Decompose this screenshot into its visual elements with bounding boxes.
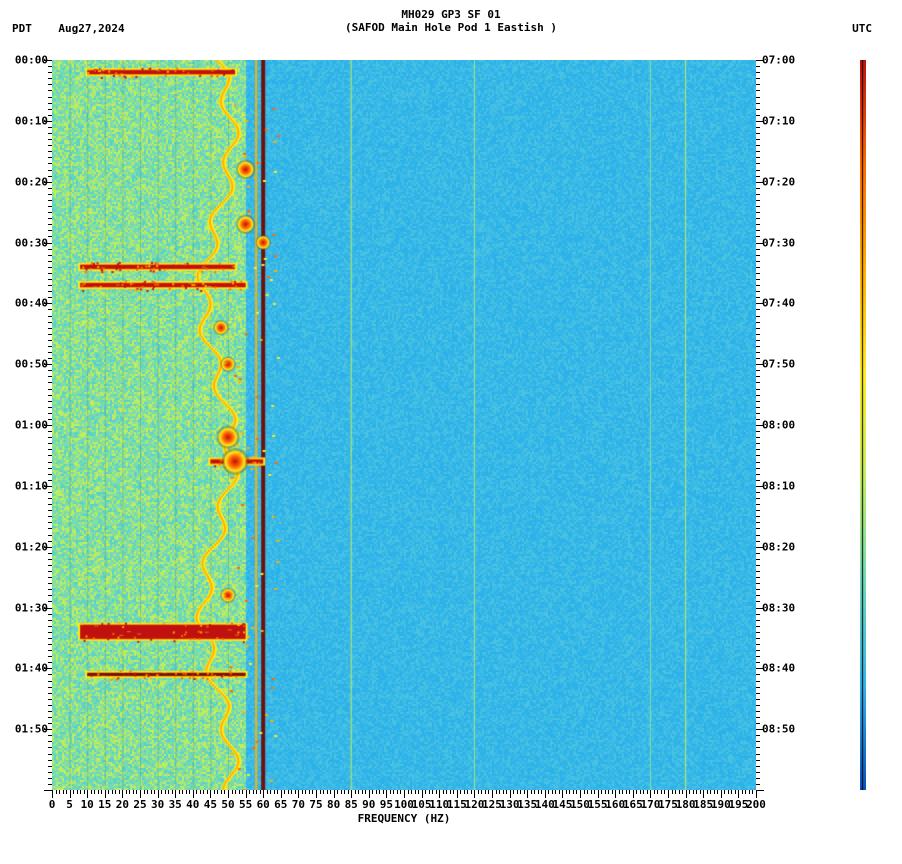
y-left-tick-label: 00:50 (0, 358, 48, 371)
x-tick-label: 40 (186, 798, 199, 811)
y-left-tick-label: 00:10 (0, 114, 48, 127)
title-main: MH029 GP3 SF 01 (0, 8, 902, 21)
y-left-tick-label: 00:30 (0, 236, 48, 249)
y-right-tick-label: 07:50 (762, 358, 810, 371)
x-tick-label: 25 (133, 798, 146, 811)
y-left-tick-label: 01:30 (0, 601, 48, 614)
spectrogram-figure: MH029 GP3 SF 01 (SAFOD Main Hole Pod 1 E… (0, 0, 902, 864)
tz-left-block: PDT Aug27,2024 (12, 22, 125, 35)
x-tick-label: 20 (116, 798, 129, 811)
x-tick-label: 0 (49, 798, 56, 811)
x-tick-label: 200 (746, 798, 766, 811)
y-right-tick-label: 08:40 (762, 662, 810, 675)
title-sub: (SAFOD Main Hole Pod 1 Eastish ) (0, 21, 902, 34)
y-right-tick-label: 07:30 (762, 236, 810, 249)
x-tick-label: 55 (239, 798, 252, 811)
x-axis-ticks: 0510152025303540455055606570758085909510… (52, 792, 756, 812)
x-tick-label: 10 (81, 798, 94, 811)
x-tick-label: 60 (257, 798, 270, 811)
x-tick-label: 35 (169, 798, 182, 811)
y-axis-right: 07:0007:1007:2007:3007:4007:5008:0008:10… (758, 60, 808, 790)
x-tick-label: 75 (309, 798, 322, 811)
x-tick-label: 95 (380, 798, 393, 811)
x-tick-label: 5 (66, 798, 73, 811)
x-tick-label: 80 (327, 798, 340, 811)
y-left-tick-label: 01:10 (0, 479, 48, 492)
x-tick-label: 70 (292, 798, 305, 811)
x-tick-label: 85 (345, 798, 358, 811)
y-left-tick-label: 01:00 (0, 419, 48, 432)
y-left-tick-label: 01:20 (0, 540, 48, 553)
colorbar (860, 60, 866, 790)
plot-area (52, 60, 756, 790)
y-right-tick-label: 07:20 (762, 175, 810, 188)
header: MH029 GP3 SF 01 (SAFOD Main Hole Pod 1 E… (0, 8, 902, 34)
y-left-tick-label: 01:50 (0, 723, 48, 736)
y-right-tick-label: 08:30 (762, 601, 810, 614)
y-left-tick-label: 00:20 (0, 175, 48, 188)
x-axis-label: FREQUENCY (HZ) (52, 812, 756, 825)
y-axis-left: 00:0000:1000:2000:3000:4000:5001:0001:10… (0, 60, 50, 790)
x-tick-label: 90 (362, 798, 375, 811)
x-tick-label: 45 (204, 798, 217, 811)
y-right-tick-label: 08:50 (762, 723, 810, 736)
x-tick-label: 15 (98, 798, 111, 811)
x-tick-label: 50 (221, 798, 234, 811)
x-tick-label: 30 (151, 798, 164, 811)
y-left-tick-label: 00:00 (0, 54, 48, 67)
y-right-tick-label: 07:10 (762, 114, 810, 127)
x-tick-label: 65 (274, 798, 287, 811)
y-right-tick-label: 07:40 (762, 297, 810, 310)
y-right-tick-label: 08:20 (762, 540, 810, 553)
y-right-tick-label: 08:10 (762, 479, 810, 492)
date-label: Aug27,2024 (58, 22, 124, 35)
y-left-tick-label: 00:40 (0, 297, 48, 310)
spectrogram-canvas (52, 60, 756, 790)
tz-left-label: PDT (12, 22, 32, 35)
y-left-tick-label: 01:40 (0, 662, 48, 675)
tz-right-label: UTC (852, 22, 872, 35)
y-right-tick-label: 08:00 (762, 419, 810, 432)
y-right-tick-label: 07:00 (762, 54, 810, 67)
